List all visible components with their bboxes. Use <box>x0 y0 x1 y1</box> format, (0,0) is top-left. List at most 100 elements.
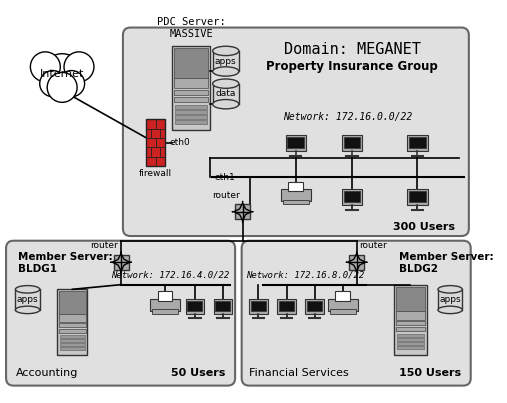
Text: Member Server:
BLDG2: Member Server: BLDG2 <box>399 252 493 274</box>
Bar <box>409 137 426 148</box>
Circle shape <box>47 73 77 102</box>
Ellipse shape <box>15 306 40 314</box>
Bar <box>147 119 165 166</box>
Bar <box>249 299 268 314</box>
Text: eth0: eth0 <box>170 138 191 147</box>
Text: Network: 172.16.4.0/22: Network: 172.16.4.0/22 <box>111 271 229 280</box>
Bar <box>287 137 304 148</box>
FancyBboxPatch shape <box>242 241 470 386</box>
Bar <box>397 346 424 349</box>
Text: 300 Users: 300 Users <box>393 222 455 232</box>
Bar <box>60 343 85 346</box>
Bar <box>396 287 425 311</box>
Bar <box>407 189 428 205</box>
Bar <box>235 204 250 219</box>
FancyBboxPatch shape <box>123 27 469 236</box>
Bar <box>15 289 40 310</box>
Bar <box>59 323 86 327</box>
Bar <box>397 338 424 341</box>
Circle shape <box>42 54 83 95</box>
Bar <box>59 328 86 332</box>
Circle shape <box>40 71 66 97</box>
Bar <box>281 189 311 202</box>
FancyBboxPatch shape <box>6 241 235 386</box>
Bar <box>175 115 207 118</box>
Ellipse shape <box>212 67 239 76</box>
Circle shape <box>58 71 85 97</box>
Ellipse shape <box>15 286 40 293</box>
Bar <box>396 321 425 325</box>
Bar <box>172 46 210 131</box>
Bar <box>150 299 180 311</box>
Text: PDC Server:
MASSIVE: PDC Server: MASSIVE <box>157 17 226 39</box>
Text: router: router <box>91 241 118 250</box>
Bar <box>409 191 426 202</box>
Bar <box>396 311 425 320</box>
Bar <box>174 78 208 88</box>
Bar <box>174 97 208 102</box>
Text: router: router <box>359 241 387 250</box>
Text: apps: apps <box>215 57 237 66</box>
Bar <box>407 135 428 151</box>
Bar <box>397 334 424 337</box>
Bar <box>175 105 207 108</box>
Text: Network: 172.16.0.0/22: Network: 172.16.0.0/22 <box>283 112 412 122</box>
Bar <box>335 291 350 301</box>
Bar <box>342 189 363 205</box>
Circle shape <box>30 52 60 82</box>
Bar <box>344 191 360 202</box>
Bar <box>59 291 86 314</box>
Bar <box>251 301 266 311</box>
Bar <box>60 335 85 338</box>
Text: Member Server:
BLDG1: Member Server: BLDG1 <box>18 252 113 274</box>
Bar <box>174 90 208 95</box>
Text: Network: 172.16.8.0/22: Network: 172.16.8.0/22 <box>246 271 365 280</box>
Bar <box>283 199 309 204</box>
Ellipse shape <box>438 286 462 293</box>
Bar <box>307 301 322 311</box>
Text: Property Insurance Group: Property Insurance Group <box>266 60 438 73</box>
Ellipse shape <box>212 79 239 88</box>
Ellipse shape <box>438 306 462 314</box>
Bar <box>158 291 172 301</box>
Text: Domain: MEGANET: Domain: MEGANET <box>283 42 420 56</box>
Bar <box>59 314 86 322</box>
Bar <box>213 299 232 314</box>
Bar <box>152 309 178 314</box>
Bar <box>60 347 85 349</box>
Text: 150 Users: 150 Users <box>399 368 461 378</box>
Bar <box>186 299 204 314</box>
Text: apps: apps <box>17 295 39 304</box>
Bar <box>60 339 85 342</box>
Circle shape <box>64 52 94 82</box>
Bar <box>396 327 425 331</box>
Text: eth1: eth1 <box>214 173 235 182</box>
Bar <box>285 135 306 151</box>
Bar <box>305 299 324 314</box>
Text: data: data <box>215 89 236 98</box>
Text: Internet: Internet <box>40 69 84 79</box>
Text: firewall: firewall <box>139 169 172 178</box>
Ellipse shape <box>212 46 239 56</box>
Bar <box>175 120 207 124</box>
Bar <box>212 51 239 71</box>
Text: apps: apps <box>440 295 461 304</box>
Text: 50 Users: 50 Users <box>171 368 226 378</box>
Bar <box>394 285 427 355</box>
Bar <box>174 48 208 77</box>
Bar <box>215 301 231 311</box>
Bar <box>212 84 239 104</box>
Text: Accounting: Accounting <box>15 368 78 378</box>
Bar <box>349 255 364 270</box>
Bar <box>342 135 363 151</box>
Bar <box>438 289 462 310</box>
Bar <box>175 110 207 114</box>
Ellipse shape <box>212 100 239 109</box>
Bar <box>288 182 303 191</box>
Bar <box>277 299 296 314</box>
Bar <box>328 299 357 311</box>
Bar <box>330 309 356 314</box>
Bar <box>397 342 424 345</box>
Bar <box>344 137 360 148</box>
Bar <box>114 255 129 270</box>
